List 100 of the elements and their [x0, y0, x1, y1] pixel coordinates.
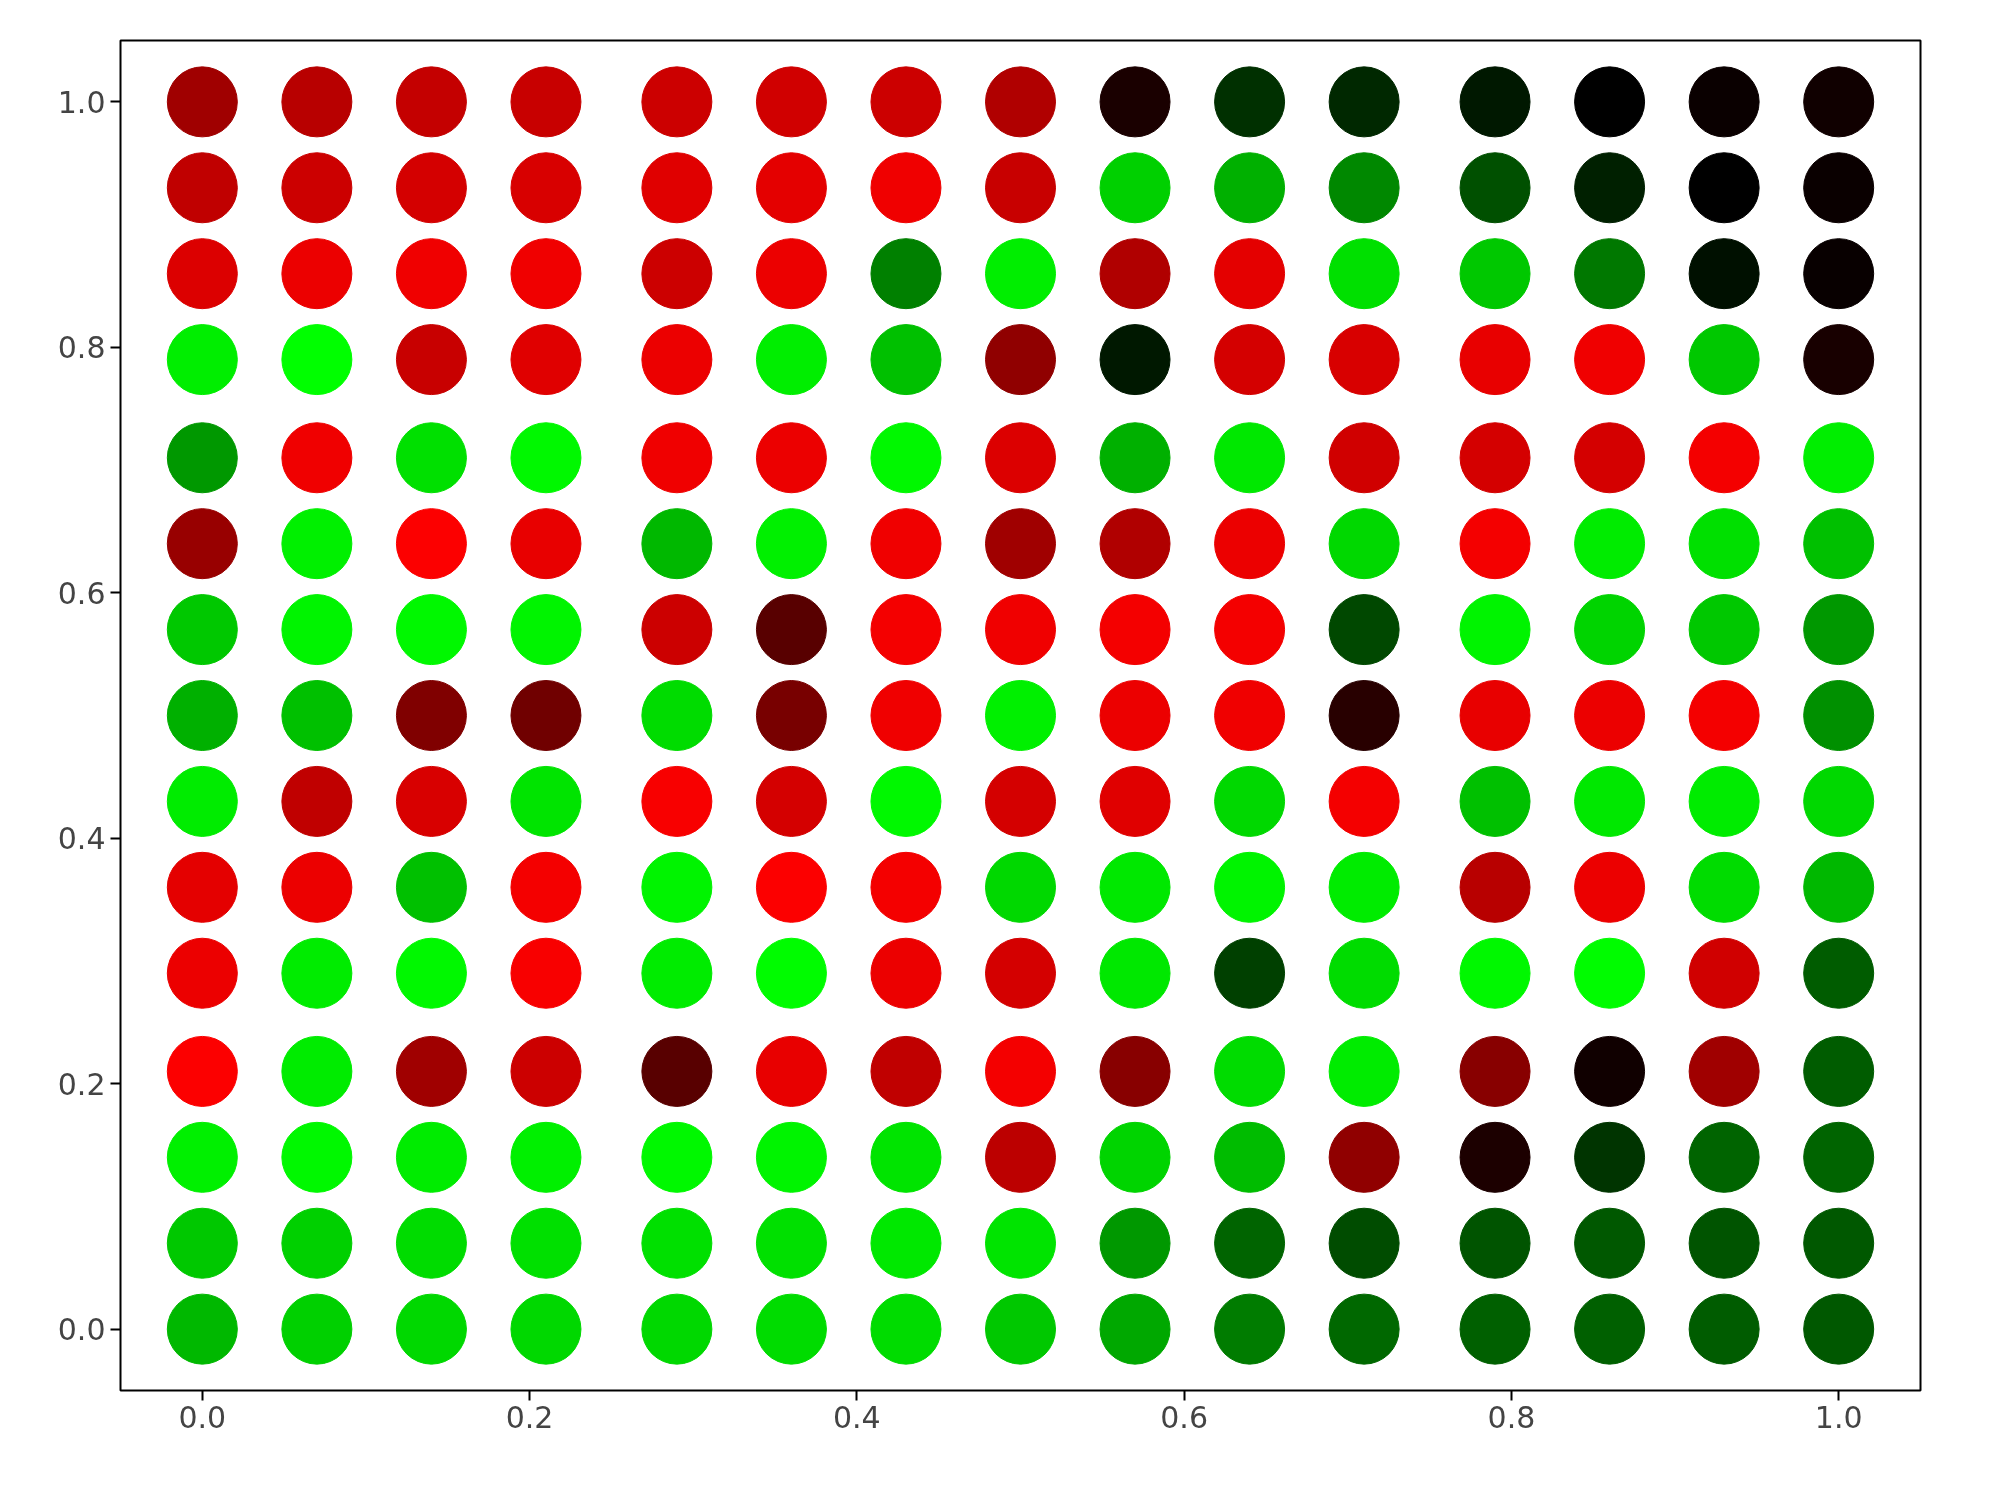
point — [1214, 1293, 1286, 1365]
point — [641, 508, 713, 580]
point — [281, 680, 353, 751]
point — [1803, 851, 1875, 923]
point — [1688, 1293, 1760, 1365]
point — [1459, 324, 1531, 396]
point — [1574, 1293, 1646, 1365]
point — [395, 508, 467, 580]
point — [1574, 594, 1646, 666]
point — [281, 508, 353, 580]
point — [1214, 422, 1286, 494]
point — [1099, 508, 1171, 580]
point — [1099, 324, 1171, 396]
y-tick-label: 0.4 — [57, 821, 106, 857]
point — [1459, 238, 1531, 310]
point — [985, 422, 1056, 494]
point — [1574, 1121, 1646, 1193]
point — [1099, 1293, 1171, 1365]
point — [1688, 238, 1760, 310]
point — [1688, 152, 1760, 224]
point — [870, 66, 942, 138]
point — [510, 680, 582, 751]
point — [1688, 594, 1760, 666]
x-tick-label: 0.2 — [505, 1399, 554, 1435]
point — [870, 238, 942, 310]
point — [1803, 594, 1875, 666]
point — [870, 1207, 942, 1279]
point — [1459, 1293, 1531, 1365]
point — [755, 508, 827, 580]
point — [510, 508, 582, 580]
point — [1328, 66, 1400, 138]
point — [1459, 1207, 1531, 1279]
point — [1574, 937, 1646, 1009]
point — [985, 324, 1056, 396]
point — [1688, 324, 1760, 396]
point — [1328, 1207, 1400, 1279]
point — [1803, 937, 1875, 1009]
point — [1328, 1293, 1400, 1365]
point — [641, 1035, 713, 1107]
point — [1099, 937, 1171, 1009]
point — [1328, 152, 1400, 224]
point — [510, 765, 582, 837]
point — [166, 422, 238, 494]
y-tick-label: 0.2 — [57, 1066, 106, 1102]
point — [1214, 152, 1286, 224]
point — [1459, 851, 1531, 923]
point — [755, 1207, 827, 1279]
point — [1803, 680, 1875, 751]
x-tick-label: 0.6 — [1160, 1399, 1208, 1435]
point — [755, 680, 827, 751]
point — [1688, 937, 1760, 1009]
point — [985, 1121, 1056, 1193]
point — [641, 1207, 713, 1279]
point — [1459, 765, 1531, 837]
point — [1214, 66, 1286, 138]
point — [1459, 152, 1531, 224]
point — [755, 1035, 827, 1107]
point — [1803, 1121, 1875, 1193]
point — [1099, 851, 1171, 923]
point — [166, 1207, 238, 1279]
x-tick-label: 1.0 — [1814, 1399, 1863, 1435]
point — [166, 1293, 238, 1365]
point — [1803, 1207, 1875, 1279]
point — [1328, 422, 1400, 494]
point — [510, 937, 582, 1009]
point — [281, 66, 353, 138]
y-tick-label: 0.6 — [57, 575, 106, 611]
point — [1328, 937, 1400, 1009]
point — [1099, 66, 1171, 138]
point — [755, 324, 827, 396]
y-tick-label: 0.0 — [57, 1312, 106, 1348]
point — [1459, 1035, 1531, 1107]
point — [395, 1035, 467, 1107]
point — [870, 1121, 942, 1193]
point — [1328, 1121, 1400, 1193]
point — [1803, 66, 1875, 138]
point — [395, 680, 467, 751]
point — [985, 1207, 1056, 1279]
point — [755, 937, 827, 1009]
point — [395, 851, 467, 923]
point — [1803, 1293, 1875, 1365]
point — [1688, 851, 1760, 923]
point — [395, 66, 467, 138]
point — [1688, 1121, 1760, 1193]
point — [1459, 1121, 1531, 1193]
point — [510, 152, 582, 224]
point — [166, 594, 238, 666]
y-tick-label: 1.0 — [57, 84, 106, 120]
point — [1574, 765, 1646, 837]
x-tick-label: 0.8 — [1487, 1399, 1536, 1435]
point — [166, 1035, 238, 1107]
point — [985, 152, 1056, 224]
point — [1214, 1035, 1286, 1107]
point — [641, 152, 713, 224]
point — [1328, 594, 1400, 666]
x-tick-label: 0.0 — [178, 1399, 227, 1435]
point — [1099, 1207, 1171, 1279]
point — [1459, 66, 1531, 138]
point — [641, 680, 713, 751]
point — [985, 1293, 1056, 1365]
